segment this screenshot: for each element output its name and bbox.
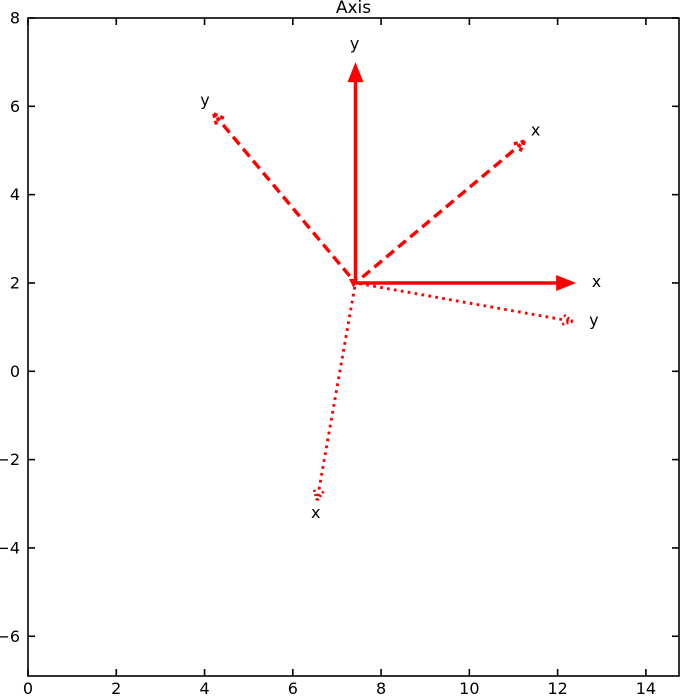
x-tick-label: 14: [636, 679, 656, 697]
dotted-x-arrowhead: [315, 489, 326, 502]
dotted-y-axis-label: y: [589, 311, 598, 330]
x-tick-label: 4: [199, 679, 209, 697]
solid-y-axis-label: y: [350, 34, 359, 53]
y-tick-label: 2: [10, 273, 20, 292]
x-tick-label: 8: [376, 679, 386, 697]
x-tick-label: 2: [111, 679, 121, 697]
x-tick-label: 10: [459, 679, 479, 697]
dotted-x-arrow: [316, 286, 357, 497]
y-tick-label: −2: [0, 450, 20, 469]
x-tick-label: 12: [547, 679, 567, 697]
y-tick-label: −6: [0, 627, 20, 646]
plot-title: Axis: [335, 0, 372, 18]
dotted-y-arrow: [359, 282, 569, 323]
solid-x-arrowhead: [556, 274, 577, 291]
y-tick-label: 0: [10, 362, 20, 381]
origin-arrowhead: [348, 278, 358, 288]
axes-box: [27, 17, 680, 677]
solid-y-arrowhead: [347, 62, 364, 83]
dashed-x-arrowhead: [512, 139, 525, 146]
y-tick-label: 6: [10, 97, 20, 116]
solid-x-axis-label: x: [592, 272, 601, 291]
dotted-x-arrowhead: [312, 488, 319, 501]
dotted-x-axis-label: x: [311, 503, 320, 522]
dotted-y-arrowhead: [560, 319, 574, 327]
dotted-y-arrowhead: [562, 313, 574, 323]
x-tick-label: 0: [23, 679, 33, 697]
x-tick-label: 6: [288, 679, 298, 697]
dashed-y-arrow: [215, 116, 352, 278]
y-tick-label: 8: [10, 9, 20, 28]
dashed-x-axis-label: x: [531, 121, 540, 140]
y-tick-label: −4: [0, 538, 20, 557]
y-tick-label: 4: [10, 185, 20, 204]
dashed-y-arrowhead: [212, 113, 219, 126]
dashed-x-arrow: [361, 143, 522, 279]
dashed-y-axis-label: y: [200, 91, 209, 110]
